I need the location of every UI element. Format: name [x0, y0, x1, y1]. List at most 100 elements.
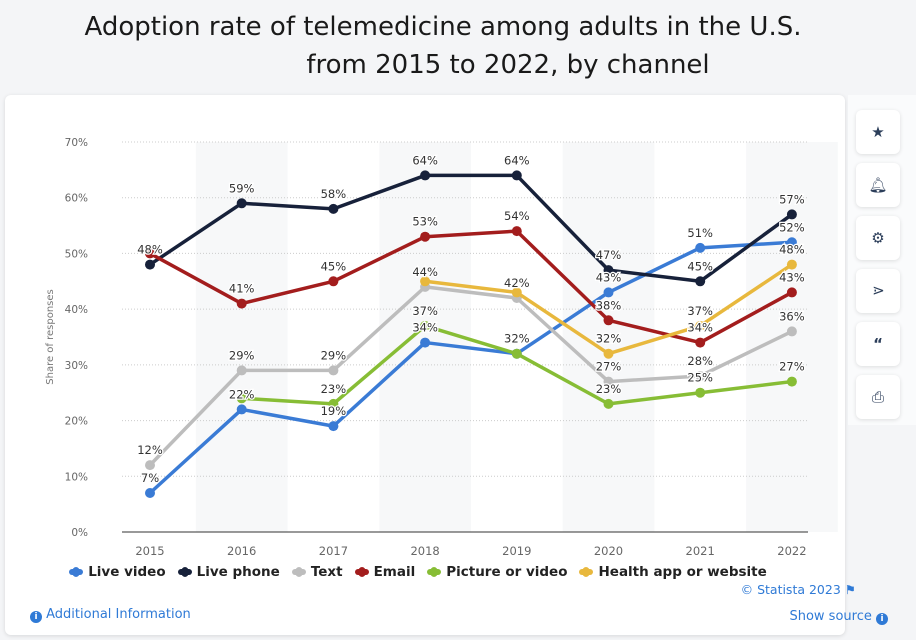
- show-source-link[interactable]: Show source i: [789, 609, 888, 625]
- legend-swatch: [177, 567, 192, 577]
- data-label: 29%: [229, 348, 255, 362]
- legend-label: Health app or website: [598, 564, 767, 580]
- legend-label: Text: [310, 564, 343, 580]
- legend-item[interactable]: Email: [354, 564, 416, 580]
- legend-label: Email: [373, 564, 416, 580]
- data-label: 34%: [412, 321, 438, 335]
- y-tick-label: 40%: [65, 304, 88, 316]
- data-point: [328, 203, 339, 214]
- notification-button[interactable]: 🔔︎: [856, 163, 900, 207]
- legend-item[interactable]: Picture or video: [427, 564, 567, 580]
- data-point: [695, 387, 706, 398]
- data-point: [603, 315, 614, 326]
- data-point: [603, 348, 614, 359]
- flag-icon: ⚑: [844, 582, 856, 597]
- data-point: [328, 398, 339, 409]
- x-tick-label: 2019: [502, 544, 531, 558]
- data-label: 64%: [412, 153, 438, 167]
- share-button[interactable]: ⋖: [856, 269, 900, 313]
- gear-icon: ⚙: [871, 229, 885, 247]
- legend-item[interactable]: Live video: [69, 564, 166, 580]
- data-label: 23%: [321, 382, 347, 396]
- data-label: 38%: [596, 298, 622, 312]
- x-tick-label: 2017: [319, 544, 348, 558]
- data-point: [603, 265, 614, 276]
- data-label: 42%: [504, 276, 530, 290]
- data-point: [786, 237, 797, 248]
- data-label: 23%: [596, 382, 622, 396]
- data-label: 34%: [687, 321, 713, 335]
- data-point: [695, 276, 706, 287]
- data-point: [511, 348, 522, 359]
- data-label: 48%: [137, 243, 163, 257]
- data-label: 59%: [229, 181, 255, 195]
- data-point: [420, 170, 431, 181]
- star-icon: ★: [871, 123, 885, 141]
- data-point: [786, 287, 797, 298]
- legend: Live video Live phone Text Email Picture or …: [0, 564, 916, 580]
- x-tick-label: 2020: [594, 544, 623, 558]
- x-tick-label: 2022: [777, 544, 806, 558]
- data-point: [328, 421, 339, 432]
- data-point: [420, 320, 431, 331]
- settings-button[interactable]: ⚙: [856, 216, 900, 260]
- series-line-text: [148, 285, 793, 467]
- series-line-live-phone: [149, 173, 793, 284]
- data-point: [420, 276, 431, 287]
- data-point: [236, 365, 247, 376]
- data-point: [328, 276, 339, 287]
- quote-icon: “: [873, 335, 883, 353]
- data-point: [786, 209, 797, 220]
- data-label: 48%: [779, 243, 805, 257]
- y-tick-label: 0%: [71, 527, 88, 539]
- data-label: 54%: [504, 209, 530, 223]
- data-point: [786, 259, 797, 270]
- copyright[interactable]: © Statista 2023 ⚑: [740, 582, 856, 597]
- data-point: [603, 287, 614, 298]
- data-point: [236, 198, 247, 209]
- legend-swatch: [354, 567, 369, 577]
- data-label: 36%: [779, 309, 805, 323]
- data-label: 29%: [321, 348, 347, 362]
- legend-item[interactable]: Health app or website: [579, 564, 767, 580]
- data-point: [145, 488, 155, 498]
- info-icon: i: [30, 611, 42, 623]
- y-tick-label: 50%: [65, 248, 88, 260]
- favorite-button[interactable]: ★: [856, 110, 900, 154]
- legend-label: Picture or video: [446, 564, 568, 580]
- y-tick-label: 20%: [65, 416, 88, 428]
- data-point: [695, 371, 706, 381]
- data-point: [603, 398, 614, 409]
- data-label: 25%: [687, 371, 713, 385]
- data-point: [695, 242, 706, 253]
- series-line-email: [149, 229, 793, 345]
- data-label: 7%: [141, 471, 159, 485]
- data-label: 58%: [321, 187, 347, 201]
- legend-item[interactable]: Text: [291, 564, 343, 580]
- chart-title: Adoption rate of telemedicine among adul…: [84, 12, 802, 80]
- additional-info-link[interactable]: i Additional Information: [30, 607, 191, 623]
- data-label: 37%: [687, 304, 713, 318]
- series-line-live-video: [148, 240, 793, 495]
- data-point: [511, 287, 522, 298]
- data-label: 32%: [504, 332, 530, 346]
- data-point: [511, 226, 522, 237]
- legend-item[interactable]: Live phone: [177, 564, 280, 580]
- data-label: 52%: [779, 220, 805, 234]
- y-tick-label: 10%: [65, 471, 88, 483]
- legend-swatch: [579, 567, 594, 577]
- data-label: 22%: [229, 387, 255, 401]
- cite-button[interactable]: “: [856, 322, 900, 366]
- y-tick-label: 60%: [65, 193, 88, 205]
- x-tick-label: 2021: [686, 544, 715, 558]
- data-label: 51%: [687, 226, 713, 240]
- data-label: 47%: [596, 248, 622, 262]
- data-label: 37%: [412, 304, 438, 318]
- data-label: 64%: [504, 153, 530, 167]
- data-point: [511, 170, 522, 181]
- data-label: 27%: [596, 360, 622, 374]
- data-point: [328, 365, 339, 376]
- print-button[interactable]: ⎙: [856, 375, 900, 419]
- data-point: [786, 376, 797, 387]
